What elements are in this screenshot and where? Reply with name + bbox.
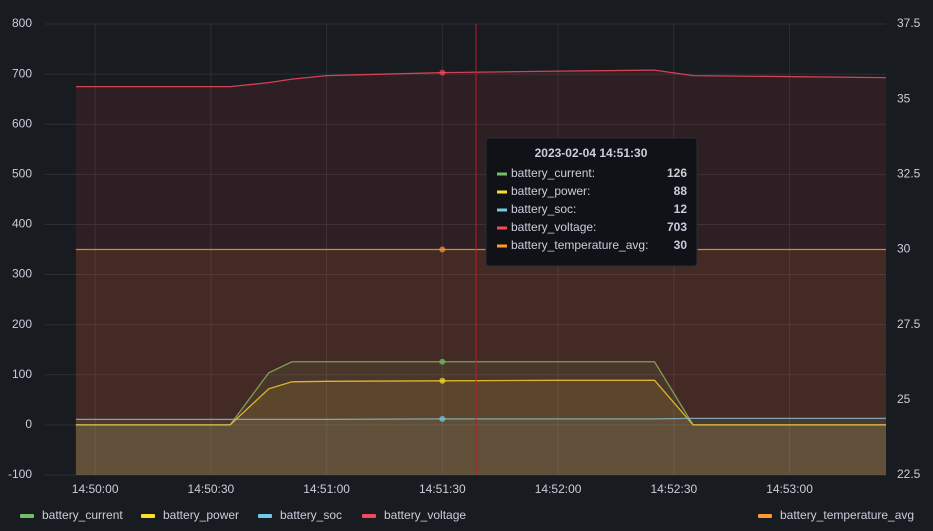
- tooltip-box: [485, 137, 698, 267]
- tooltip-label: battery_power:: [511, 184, 590, 198]
- tooltip-value: 126: [667, 166, 687, 180]
- legend-swatch: [258, 514, 272, 518]
- legend-label[interactable]: battery_current: [42, 508, 123, 522]
- tooltip-swatch: [497, 244, 507, 248]
- hover-point: [439, 415, 446, 422]
- series-line: [75, 69, 887, 88]
- hover-point: [439, 377, 446, 384]
- y-tick-label: 600: [12, 116, 32, 130]
- tooltip-label: battery_current:: [511, 166, 595, 180]
- y2-tick-label: 37.5: [897, 16, 921, 30]
- y-tick-label: -100: [8, 467, 32, 481]
- series-area: [75, 380, 887, 475]
- series-area: [75, 418, 887, 475]
- legend-swatch: [758, 514, 772, 518]
- y2-tick-label: 25: [897, 392, 911, 406]
- tooltip-value: 703: [667, 220, 687, 234]
- x-tick-label: 14:51:00: [303, 482, 350, 496]
- legend-swatch: [20, 514, 34, 518]
- legend-swatch: [141, 514, 155, 518]
- tooltip-label: battery_temperature_avg:: [511, 238, 648, 252]
- tooltip-swatch: [497, 190, 507, 194]
- x-tick-label: 14:51:30: [419, 482, 466, 496]
- legend-label[interactable]: battery_soc: [280, 508, 342, 522]
- y2-tick-label: 35: [897, 91, 911, 105]
- x-tick-label: 14:50:30: [188, 482, 235, 496]
- tooltip-swatch: [497, 172, 507, 176]
- tooltip-value: 30: [674, 238, 688, 252]
- y-tick-label: 0: [25, 417, 32, 431]
- y-tick-label: 400: [12, 217, 32, 231]
- y2-tick-label: 22.5: [897, 467, 921, 481]
- hover-point: [439, 69, 446, 76]
- tooltip-swatch: [497, 208, 507, 212]
- series-area: [75, 249, 887, 475]
- legend-label[interactable]: battery_temperature_avg: [780, 508, 914, 522]
- series-line: [75, 361, 886, 426]
- tooltip-value: 88: [674, 184, 688, 198]
- y-tick-label: 800: [12, 16, 32, 30]
- tooltip-title: 2023-02-04 14:51:30: [535, 146, 648, 160]
- y2-tick-label: 27.5: [897, 317, 921, 331]
- legend-swatch: [362, 514, 376, 518]
- x-tick-label: 14:52:30: [650, 482, 697, 496]
- y2-tick-label: 30: [897, 242, 911, 256]
- hover-point: [439, 358, 446, 365]
- tooltip-label: battery_voltage:: [511, 220, 596, 234]
- y-tick-label: 700: [12, 66, 32, 80]
- x-tick-label: 14:50:00: [72, 482, 119, 496]
- tooltip-label: battery_soc:: [511, 202, 576, 216]
- y2-tick-label: 32.5: [897, 167, 921, 181]
- legend-label[interactable]: battery_power: [163, 508, 239, 522]
- tooltip: 2023-02-04 14:51:30 battery_current: 126 ba…: [485, 137, 698, 267]
- series-line: [75, 417, 886, 421]
- y-tick-label: 200: [12, 317, 32, 331]
- y-tick-label: 300: [12, 267, 32, 281]
- hover-point: [439, 246, 446, 253]
- tooltip-value: 12: [674, 202, 688, 216]
- y-tick-label: 500: [12, 167, 32, 181]
- tooltip-swatch: [497, 226, 507, 230]
- x-tick-label: 14:52:00: [535, 482, 582, 496]
- x-tick-label: 14:53:00: [766, 482, 813, 496]
- series-line: [75, 379, 886, 426]
- legend-label[interactable]: battery_voltage: [384, 508, 466, 522]
- y-tick-label: 100: [12, 367, 32, 381]
